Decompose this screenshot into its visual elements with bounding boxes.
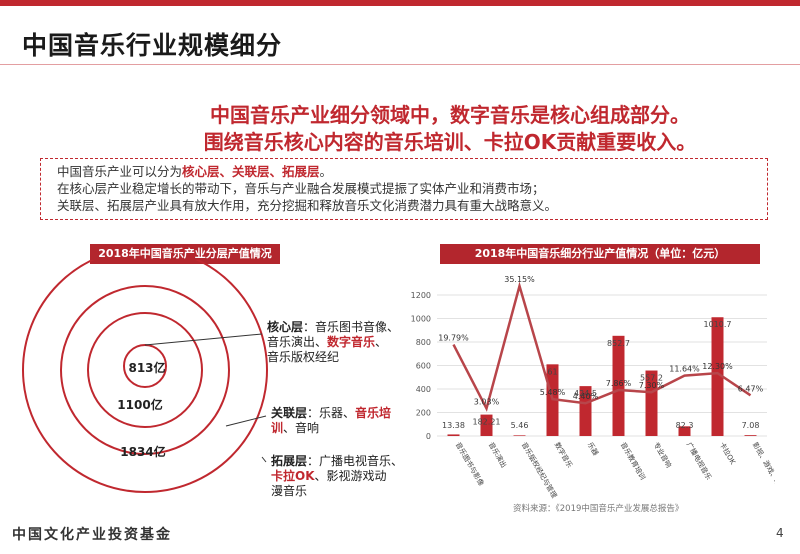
x-category-label: 数字音乐 [553, 441, 575, 470]
extended-sep: ： [307, 454, 320, 468]
line-value-label: 4.40% [573, 392, 599, 401]
related-text-1b: 音乐培 [355, 406, 392, 420]
bar-value-label: 61 [547, 367, 557, 376]
summary-line-3: 关联层、拓展层产业具有放大作用，充分挖掘和释放音乐文化消费潜力具有重大战略意义。 [57, 198, 558, 213]
summary-box: 中国音乐产业可以分为核心层、关联层、拓展层。 在核心层产业稳定增长的带动下，音乐… [40, 158, 768, 220]
bar [711, 317, 724, 436]
extended-text-karaoke: 卡拉OK [271, 469, 315, 483]
summary-highlight: 核心层、关联层、拓展层 [182, 164, 320, 179]
line-value-label: 7.30% [639, 381, 665, 390]
line-value-label: 6.47% [738, 384, 764, 393]
left-chart-title: 2018年中国音乐产业分层产值情况 [90, 244, 280, 264]
x-category-label: 乐器 [586, 441, 601, 458]
x-category-label: 卡拉OK [718, 441, 738, 467]
bar-value-label: 557.2 [640, 374, 663, 383]
bar [447, 434, 460, 436]
ring-inner [87, 312, 203, 428]
y-tick-label: 400 [416, 385, 431, 394]
data-source: 资料来源：《2019中国音乐产业发展总报告》 [513, 504, 684, 514]
core-text-2a: 音乐演出、 [267, 335, 328, 349]
y-tick-label: 1000 [411, 315, 431, 324]
extended-layer-name: 拓展层 [271, 454, 308, 468]
headline-1: 中国音乐产业细分领域中，数字音乐是核心组成部分。 [210, 103, 690, 127]
ring-outer [22, 260, 268, 493]
bar-value-label: 5.46 [511, 421, 529, 430]
extended-layer-label: 拓展层：广播电视音乐、 卡拉OK、影视游戏动 漫音乐 [271, 454, 403, 499]
ring-middle [60, 285, 230, 455]
bar [480, 414, 493, 436]
ring-value-related: 1100亿 [117, 397, 162, 412]
summary-suffix: 。 [319, 164, 333, 179]
y-tick-label: 0 [426, 432, 431, 441]
bar-value-label: 182.21 [473, 418, 501, 427]
summary-line-2: 在核心层产业稳定增长的带动下，音乐与产业融合发展模式提振了实体产业和消费市场； [57, 181, 545, 196]
line-value-label: 19.79% [438, 334, 469, 343]
core-text-1: 音乐图书音像、 [315, 320, 400, 334]
y-tick-label: 800 [416, 338, 431, 347]
core-text-2c: 、 [375, 335, 388, 349]
core-layer-name: 核心层 [267, 320, 304, 334]
y-tick-label: 1200 [411, 291, 431, 300]
x-category-label: 音乐演出 [487, 441, 509, 470]
footer-logo: 中国文化产业投资基金 [12, 527, 172, 543]
ring-value-core: 813亿 [128, 360, 165, 375]
bar-value-label: 13.38 [442, 421, 465, 430]
ring-value-extended: 1834亿 [120, 444, 165, 459]
related-layer-label: 关联层：乐器、音乐培 训、音响 [271, 406, 391, 436]
related-sep: ： [307, 406, 320, 420]
related-layer-name: 关联层 [271, 406, 308, 420]
related-text-2a: 训 [271, 421, 284, 435]
line-value-label: 35.15% [504, 275, 535, 284]
bar-value-label: 424.5 [574, 389, 597, 398]
core-text-digital: 数字音乐 [327, 335, 376, 349]
concentric-rings-chart: 813亿 1100亿 1834亿 [22, 260, 268, 493]
page-number: 4 [776, 526, 784, 540]
leader-extended [261, 456, 267, 463]
bar-value-label: 82.3 [676, 421, 694, 430]
bar-value-label: 852.7 [607, 339, 630, 348]
core-sep: ： [303, 320, 316, 334]
title-divider [0, 64, 800, 65]
page-title: 中国音乐行业规模细分 [22, 31, 283, 60]
bar [678, 426, 691, 436]
x-category-label: 广播电视音乐 [685, 441, 714, 482]
y-tick-label: 200 [416, 409, 431, 418]
leader-related [225, 415, 267, 427]
line-value-label: 12.30% [702, 362, 733, 371]
extended-text-1: 广播电视音乐、 [319, 454, 404, 468]
line-value-label: 11.64% [669, 365, 700, 374]
bar [612, 335, 625, 436]
growth-rate-line [452, 281, 752, 412]
industry-output-chart: 0 200 400 600 800 1000 1200 13.38 182.21 5.46 61 42… [411, 275, 775, 503]
line-value-label: 3.03% [474, 397, 500, 406]
bar-value-label: 1010.7 [704, 320, 732, 329]
core-layer-label: 核心层：音乐图书音像、 音乐演出、数字音乐、 音乐版权经纪 [267, 320, 399, 365]
bar [513, 435, 526, 436]
headline-2: 围绕音乐核心内容的音乐培训、卡拉OK贡献重要收入。 [203, 130, 697, 154]
related-text-2b: 、音响 [283, 421, 320, 435]
y-tick-label: 600 [416, 362, 431, 371]
x-category-label: 音乐图书与影像 [454, 441, 486, 488]
summary-prefix: 中国音乐产业可以分为 [57, 164, 183, 179]
x-category-label: 音乐版权经纪与管理 [520, 441, 559, 500]
x-category-label: 音乐教育培训 [619, 441, 648, 482]
right-chart-title: 2018年中国音乐细分行业产值情况（单位：亿元） [440, 244, 760, 264]
bar [645, 370, 658, 436]
line-value-label: 7.86% [606, 379, 632, 388]
extended-text-2b: 、影视游戏动 [314, 469, 387, 483]
bar-value-label: 7.08 [742, 421, 760, 430]
related-text-1a: 乐器、 [319, 406, 356, 420]
summary-line-1: 中国音乐产业可以分为核心层、关联层、拓展层。 [57, 163, 767, 180]
bar [579, 386, 592, 436]
line-value-label: 5.48% [540, 388, 566, 397]
extended-text-3: 漫音乐 [271, 484, 308, 498]
leader-core [144, 333, 263, 346]
bar [744, 435, 757, 436]
x-category-label: 专业音响 [652, 441, 674, 470]
x-category-label: 影视、游戏、动漫音乐 [751, 441, 775, 503]
core-text-3: 音乐版权经纪 [267, 350, 340, 364]
top-accent-bar [0, 0, 800, 6]
